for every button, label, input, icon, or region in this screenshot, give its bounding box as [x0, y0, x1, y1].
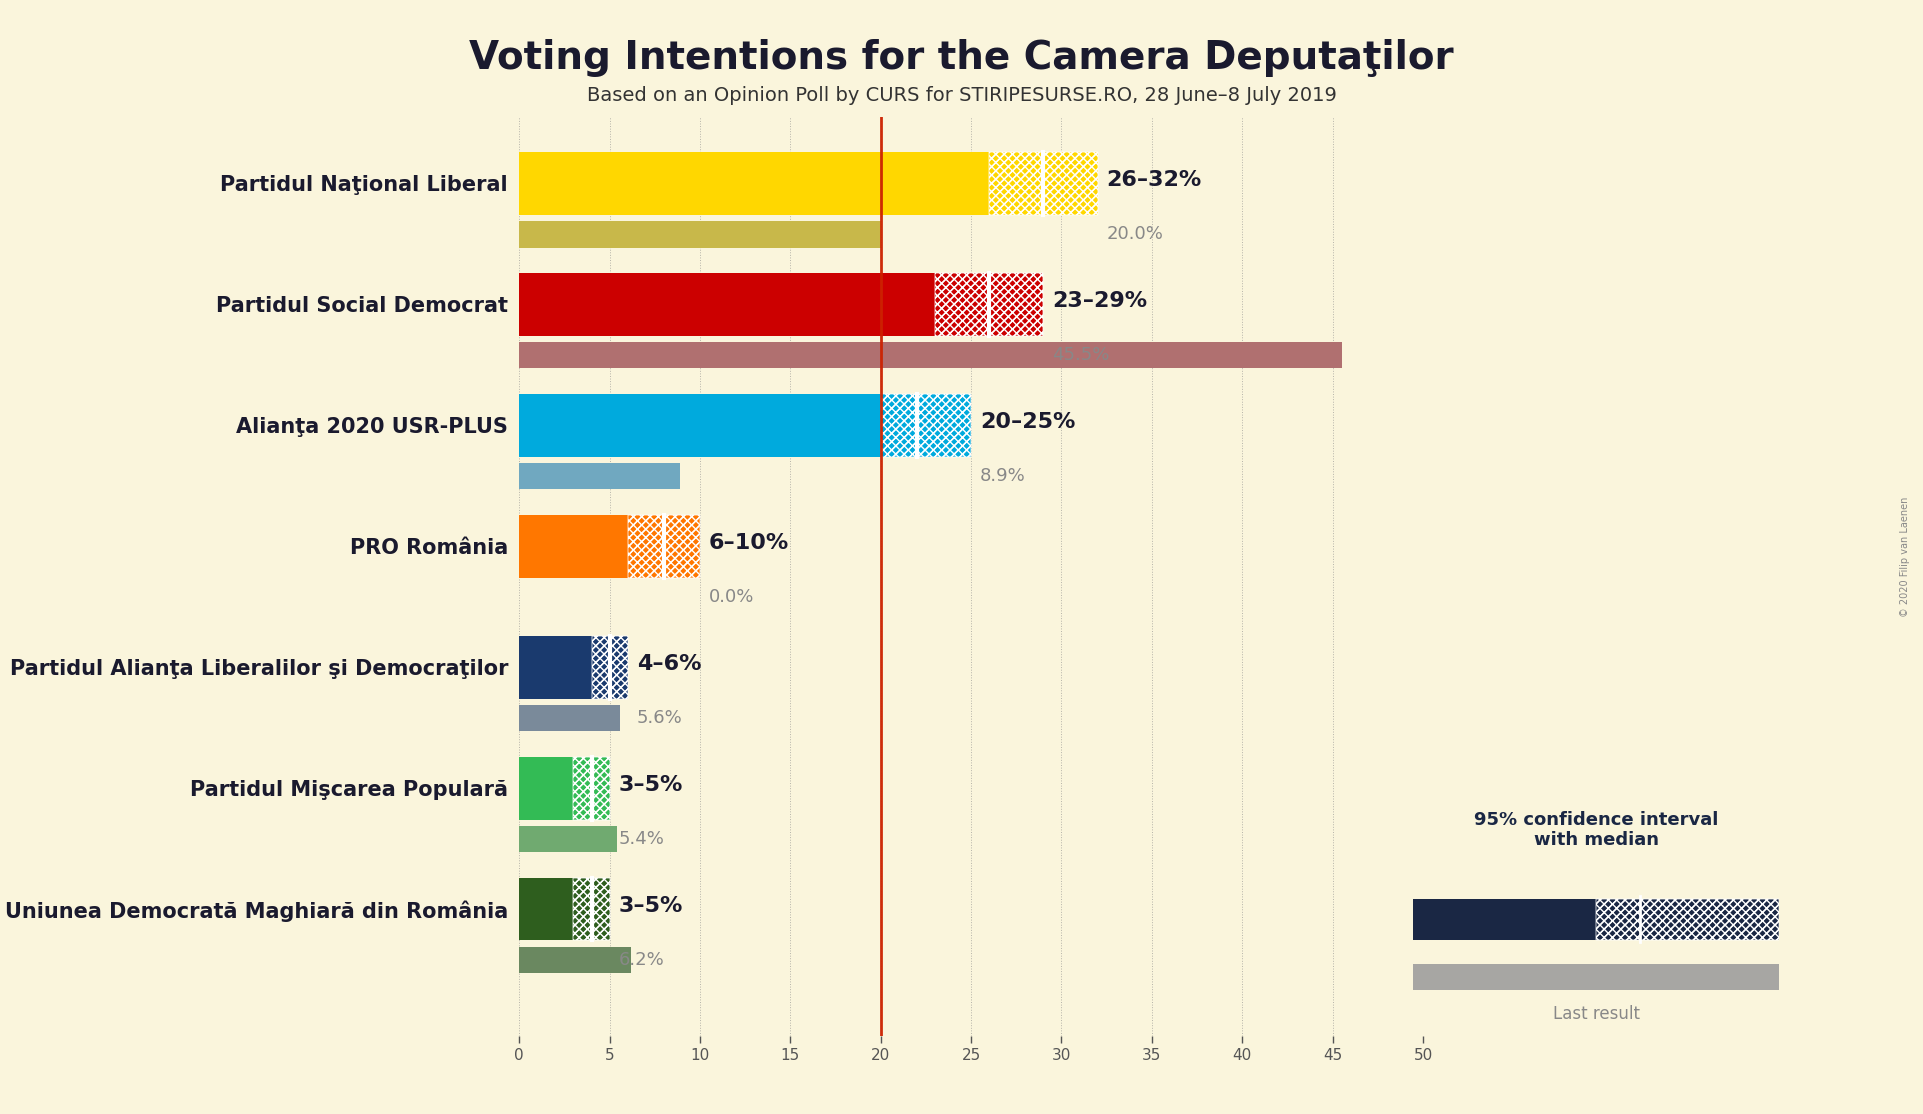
- Text: 26–32%: 26–32%: [1108, 170, 1202, 190]
- Bar: [519, 636, 592, 698]
- Text: 5.4%: 5.4%: [619, 830, 665, 848]
- Bar: [573, 878, 610, 940]
- Bar: [519, 342, 1342, 369]
- Bar: [519, 462, 681, 489]
- Text: 5.6%: 5.6%: [637, 709, 683, 727]
- Bar: [519, 462, 681, 489]
- Bar: [935, 273, 1044, 335]
- Bar: [519, 947, 631, 974]
- Bar: [519, 394, 881, 457]
- Bar: [988, 152, 1098, 215]
- Bar: [519, 947, 631, 974]
- Text: 6–10%: 6–10%: [710, 534, 788, 554]
- Bar: [1596, 899, 1779, 940]
- Bar: [573, 878, 610, 940]
- Bar: [519, 273, 935, 335]
- Bar: [881, 394, 971, 457]
- Text: 95% confidence interval
with median: 95% confidence interval with median: [1473, 811, 1719, 849]
- Text: 0.0%: 0.0%: [710, 588, 754, 606]
- Bar: [935, 273, 1044, 335]
- Bar: [519, 756, 573, 820]
- Bar: [573, 756, 610, 820]
- Text: 45.5%: 45.5%: [1052, 346, 1110, 364]
- Bar: [881, 394, 971, 457]
- Bar: [519, 825, 617, 852]
- Bar: [519, 705, 621, 731]
- Bar: [573, 756, 610, 820]
- Bar: [988, 152, 1098, 215]
- Text: © 2020 Filip van Laenen: © 2020 Filip van Laenen: [1900, 497, 1910, 617]
- Bar: [519, 342, 1342, 369]
- Bar: [881, 394, 971, 457]
- Bar: [627, 515, 700, 578]
- Bar: [627, 515, 700, 578]
- Bar: [592, 636, 627, 698]
- Bar: [592, 636, 627, 698]
- Text: 23–29%: 23–29%: [1052, 291, 1148, 311]
- Text: 6.2%: 6.2%: [619, 951, 663, 969]
- Bar: [519, 152, 988, 215]
- Bar: [519, 221, 881, 247]
- Bar: [627, 515, 700, 578]
- Bar: [519, 825, 617, 852]
- Text: Based on an Opinion Poll by CURS for STIRIPESURSE.RO, 28 June–8 July 2019: Based on an Opinion Poll by CURS for STI…: [587, 86, 1336, 105]
- Bar: [519, 705, 621, 731]
- Text: 3–5%: 3–5%: [619, 896, 683, 916]
- Text: 3–5%: 3–5%: [619, 775, 683, 795]
- Bar: [935, 273, 1044, 335]
- Text: 8.9%: 8.9%: [981, 467, 1025, 485]
- Bar: [519, 515, 627, 578]
- Text: 20–25%: 20–25%: [981, 412, 1075, 432]
- Bar: [573, 756, 610, 820]
- Bar: [592, 636, 627, 698]
- Bar: [519, 221, 881, 247]
- Bar: [988, 152, 1098, 215]
- Text: 4–6%: 4–6%: [637, 654, 702, 674]
- Bar: [1413, 964, 1779, 989]
- Bar: [519, 878, 573, 940]
- Text: 20.0%: 20.0%: [1108, 225, 1163, 243]
- Bar: [1413, 899, 1596, 940]
- Text: Voting Intentions for the Camera Deputaţilor: Voting Intentions for the Camera Deputaţ…: [469, 39, 1454, 77]
- Bar: [573, 878, 610, 940]
- Bar: [1596, 899, 1779, 940]
- Text: Last result: Last result: [1552, 1005, 1640, 1023]
